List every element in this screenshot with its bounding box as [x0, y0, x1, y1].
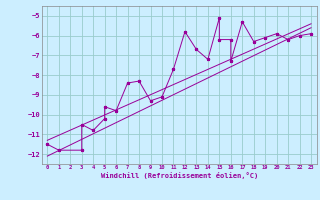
X-axis label: Windchill (Refroidissement éolien,°C): Windchill (Refroidissement éolien,°C) — [100, 172, 258, 179]
